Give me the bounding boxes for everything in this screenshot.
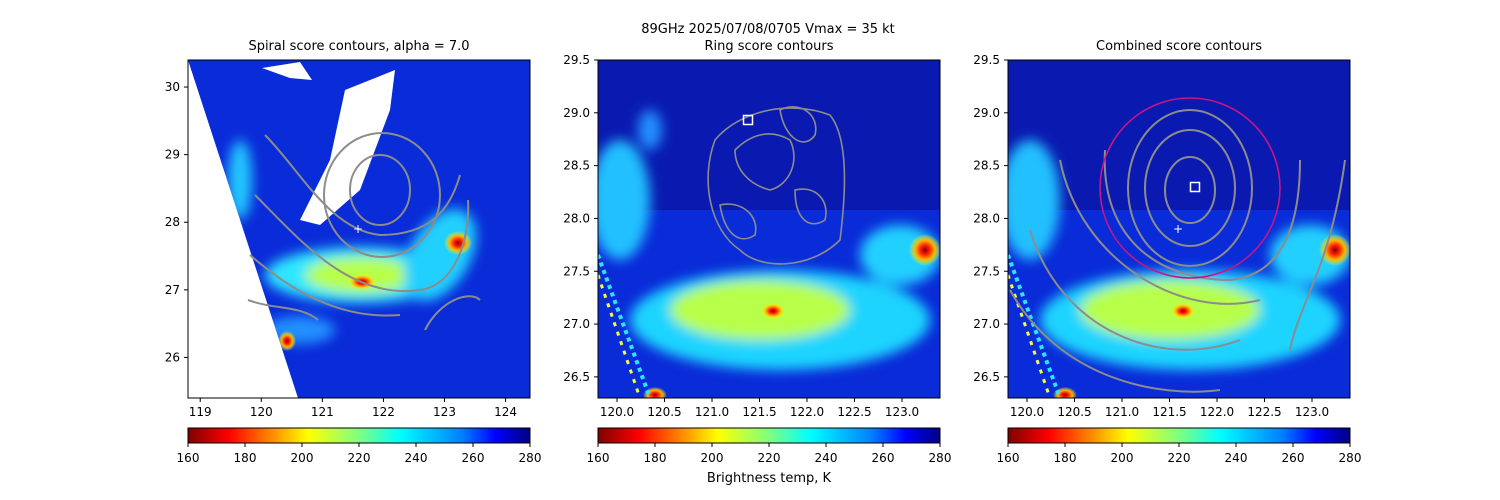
colorbar-tick-label: 200 [1111,451,1134,465]
panel2-heatmap [598,60,940,398]
colorbar-tick-label: 160 [997,451,1020,465]
x-tick-label: 121 [311,405,334,419]
y-tick-label: 28.5 [973,159,1000,173]
x-tick-label: 120 [250,405,273,419]
x-tick-label: 123 [433,405,456,419]
y-tick-label: 26.5 [563,370,590,384]
colorbar-tick-label: 240 [405,451,428,465]
x-tick-label: 121.5 [1152,405,1186,419]
colorbar-tick-label: 280 [929,451,952,465]
x-tick-label: 120.0 [600,405,634,419]
y-tick-label: 28 [165,215,180,229]
panel2-title: Ring score contours [704,39,834,54]
panel3-title: Combined score contours [1096,39,1262,54]
x-tick-label: 123.0 [885,405,919,419]
x-tick-label: 121.0 [695,405,729,419]
y-tick-label: 29.5 [563,53,590,67]
y-tick-label: 29 [165,148,180,162]
panel3-square-marker [1189,181,1201,193]
colorbar-tick-label: 180 [1054,451,1077,465]
colorbar-tick-label: 260 [1282,451,1305,465]
colorbar-tick-label: 180 [234,451,257,465]
panel3-center-marker: + [1173,222,1183,236]
panel2-square-marker [742,114,754,126]
colorbar-tick-label: 240 [1225,451,1248,465]
y-tick-label: 26.5 [973,370,1000,384]
colorbar-tick-label: 220 [1168,451,1191,465]
colorbar-tick-label: 260 [872,451,895,465]
y-tick-label: 27.5 [973,264,1000,278]
colorbar-2 [597,427,941,444]
colorbar-1 [187,427,531,444]
y-tick-label: 30 [165,80,180,94]
colorbar-tick-label: 260 [462,451,485,465]
panel3-fit-circle [1099,97,1281,279]
colorbar-tick-label: 220 [758,451,781,465]
x-tick-label: 120.0 [1010,405,1044,419]
colorbar-tick-label: 200 [701,451,724,465]
y-tick-label: 29.0 [563,106,590,120]
colorbar-3 [1007,427,1351,444]
x-tick-label: 120.5 [647,405,681,419]
y-tick-label: 29.0 [973,106,1000,120]
x-tick-label: 119 [189,405,212,419]
colorbar-tick-label: 280 [519,451,542,465]
y-tick-label: 28.0 [973,211,1000,225]
x-tick-label: 122.5 [837,405,871,419]
figure-suptitle: 89GHz 2025/07/08/0705 Vmax = 35 kt [641,22,895,37]
x-tick-label: 120.5 [1057,405,1091,419]
y-tick-label: 28.5 [563,159,590,173]
colorbar-tick-label: 180 [644,451,667,465]
x-tick-label: 122.0 [1200,405,1234,419]
panel3-heatmap: + [1008,60,1350,398]
colorbar-tick-label: 200 [291,451,314,465]
colorbar-tick-label: 160 [587,451,610,465]
y-tick-label: 28.0 [563,211,590,225]
y-tick-label: 27 [165,283,180,297]
colorbar-tick-label: 220 [348,451,371,465]
panel1-heatmap: + [188,60,530,398]
x-tick-label: 122.0 [790,405,824,419]
panel1-title: Spiral score contours, alpha = 7.0 [248,39,470,54]
colorbar-tick-label: 240 [815,451,838,465]
x-tick-label: 121.0 [1105,405,1139,419]
x-tick-label: 122 [372,405,395,419]
colorbar-tick-label: 280 [1339,451,1362,465]
x-tick-label: 123.0 [1295,405,1329,419]
y-tick-label: 27.0 [973,317,1000,331]
panel1-center-marker: + [353,222,363,236]
colorbar-tick-label: 160 [177,451,200,465]
y-tick-label: 29.5 [973,53,1000,67]
x-tick-label: 122.5 [1247,405,1281,419]
x-tick-label: 121.5 [742,405,776,419]
y-tick-label: 27.0 [563,317,590,331]
colorbar-label: Brightness temp, K [706,471,832,486]
y-tick-label: 26 [165,350,180,364]
x-tick-label: 124 [494,405,517,419]
y-tick-label: 27.5 [563,264,590,278]
